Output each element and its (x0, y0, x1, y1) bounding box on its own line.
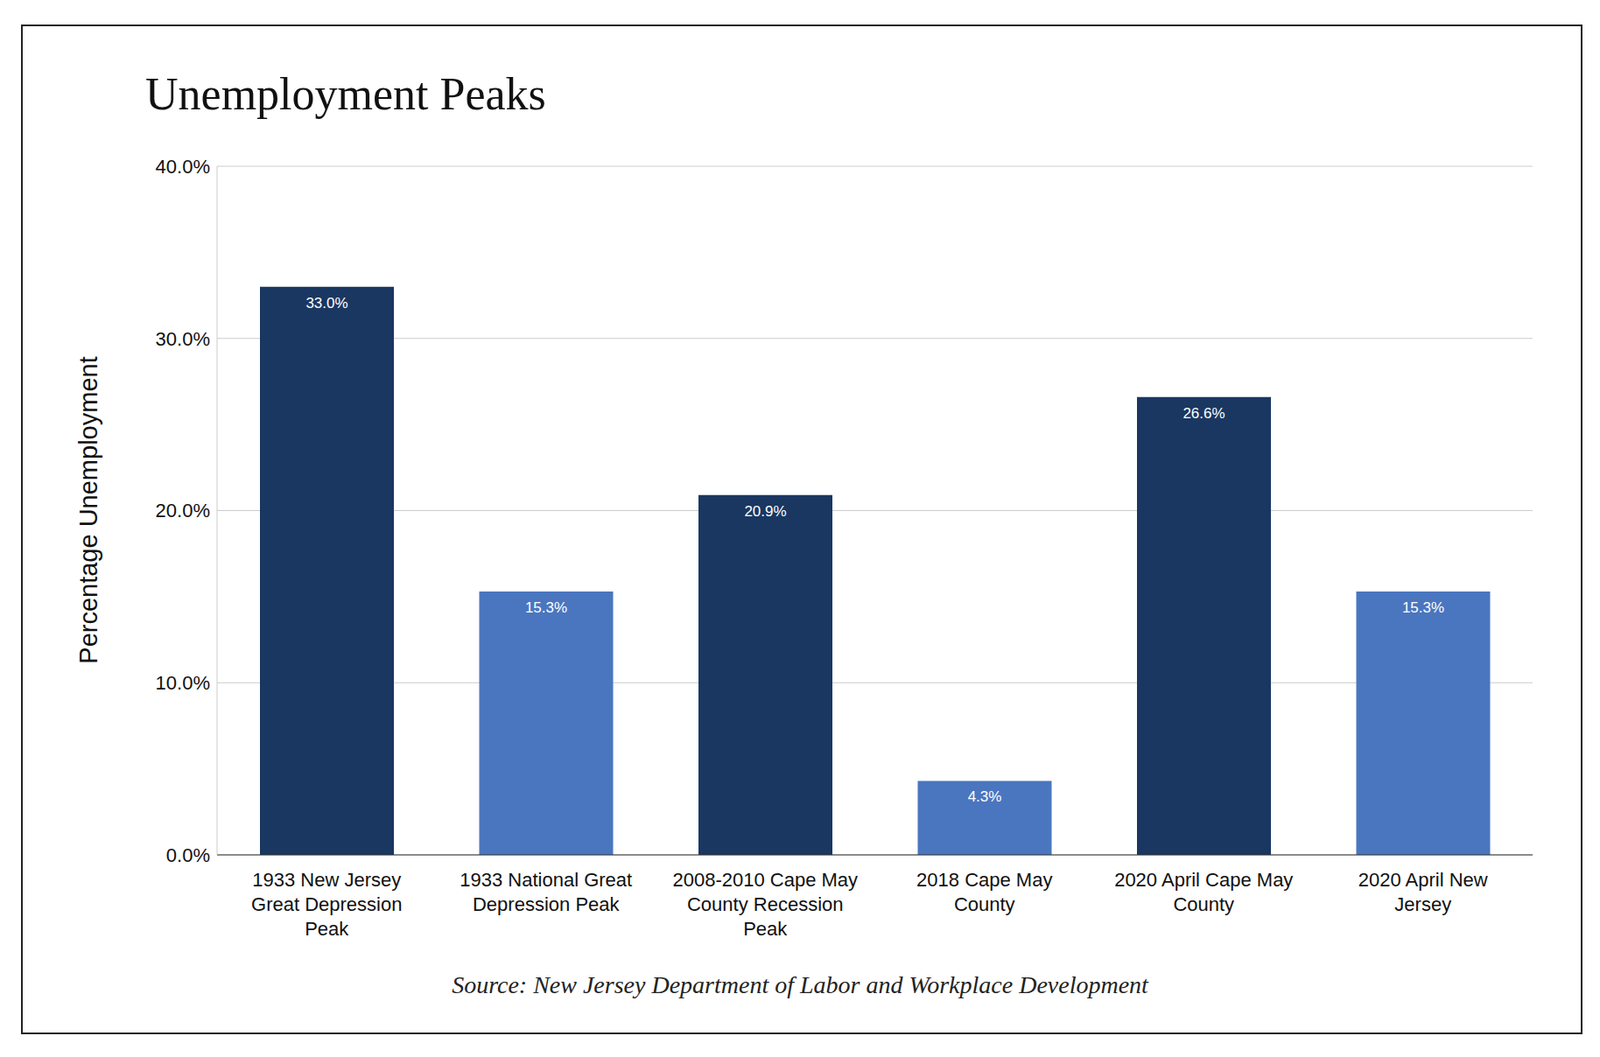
svg-text:2020 April Cape MayCounty: 2020 April Cape MayCounty (1114, 869, 1293, 916)
svg-text:20.9%: 20.9% (743, 503, 786, 520)
svg-text:1933 National GreatDepression: 1933 National GreatDepression Peak (459, 869, 632, 916)
svg-text:2020 April NewJersey: 2020 April NewJersey (1358, 869, 1488, 916)
svg-text:26.6%: 26.6% (1182, 405, 1225, 422)
svg-text:15.3%: 15.3% (525, 599, 568, 617)
svg-text:15.3%: 15.3% (1402, 599, 1445, 617)
html-text:Unemployment Peaks: Unemployment Peaks (145, 69, 546, 120)
svg-text:0.0%: 0.0% (166, 844, 211, 867)
svg-text:20.0%: 20.0% (155, 499, 211, 522)
html-text:Source: New Jersey Department: Source: New Jersey Department of Labor a… (451, 971, 1149, 999)
html-text:Percentage Unemployment: Percentage Unemployment (73, 356, 102, 665)
svg-text:1933 New JerseyGreat Depressio: 1933 New JerseyGreat DepressionPeak (251, 869, 402, 941)
svg-text:2018 Cape MayCounty: 2018 Cape MayCounty (916, 869, 1053, 916)
svg-text:2008-2010 Cape MayCounty Reces: 2008-2010 Cape MayCounty RecessionPeak (672, 869, 858, 941)
svg-text:10.0%: 10.0% (155, 672, 211, 695)
svg-text:33.0%: 33.0% (305, 294, 348, 312)
svg-text:40.0%: 40.0% (155, 155, 211, 178)
svg-text:30.0%: 30.0% (155, 328, 211, 351)
svg-text:4.3%: 4.3% (968, 788, 1003, 806)
